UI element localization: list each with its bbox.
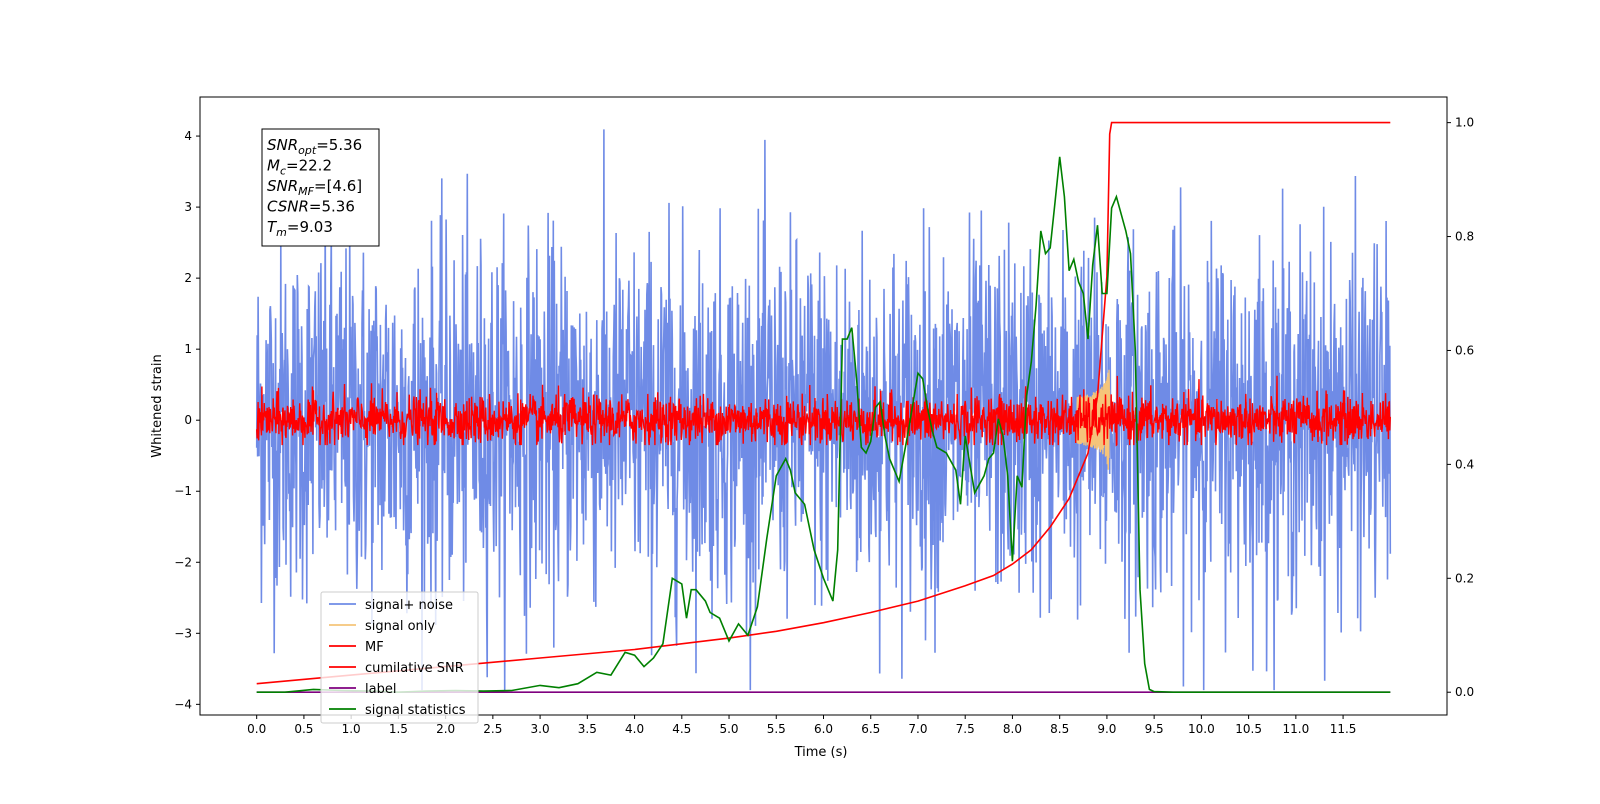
x-tick-label: 0.5 — [294, 722, 313, 736]
y2-tick-label: 0.6 — [1455, 343, 1474, 357]
y2-tick-label: 0.4 — [1455, 457, 1474, 471]
legend-label: signal only — [365, 619, 435, 634]
x-tick-label: 2.0 — [436, 722, 455, 736]
x-tick-label: 7.0 — [908, 722, 927, 736]
series-line — [256, 121, 1391, 685]
legend-label: label — [365, 682, 396, 697]
x-tick-label: 6.5 — [861, 722, 880, 736]
x-tick-label: 8.5 — [1050, 722, 1069, 736]
y-axis-left: 4 3 2 1 0 −1 −2 −3 −4 — [174, 129, 200, 711]
y-tick-label: 4 — [184, 129, 192, 143]
annotation-line: Mc=22.2 — [267, 157, 332, 178]
y-axis-right: 1.0 0.8 0.6 0.4 0.2 0.0 — [1447, 116, 1474, 699]
x-tick-label: 4.5 — [672, 722, 691, 736]
y-tick-label: 3 — [184, 200, 192, 214]
y2-tick-label: 0.2 — [1455, 571, 1474, 585]
legend-label: signal statistics — [365, 703, 466, 718]
y-tick-label: 1 — [184, 342, 192, 356]
x-tick-label: 6.0 — [814, 722, 833, 736]
y2-tick-label: 0.0 — [1455, 685, 1474, 699]
x-tick-label: 1.0 — [342, 722, 361, 736]
legend: signal+ noise signal only MF cumilative SNR… — [320, 591, 479, 724]
legend-label: MF — [365, 640, 384, 655]
y-tick-label: −2 — [174, 555, 192, 569]
x-tick-label: 10.5 — [1235, 722, 1262, 736]
x-tick-label: 4.0 — [625, 722, 644, 736]
x-tick-label: 5.0 — [719, 722, 738, 736]
legend-label: cumilative SNR — [365, 661, 464, 676]
annotation-frame — [261, 128, 380, 247]
x-tick-label: 7.5 — [956, 722, 975, 736]
series-line — [255, 129, 1392, 691]
annotation-line: SNRopt=5.36 — [267, 136, 362, 157]
legend-label: signal+ noise — [365, 598, 453, 613]
noise-layer — [255, 129, 1392, 691]
y-tick-label: −3 — [174, 626, 192, 640]
x-tick-label: 3.0 — [531, 722, 550, 736]
x-tick-label: 1.5 — [389, 722, 408, 736]
y2-tick-label: 1.0 — [1455, 116, 1474, 130]
annotation-line: Tm=9.03 — [267, 218, 333, 239]
x-tick-label: 0.0 — [247, 722, 266, 736]
x-tick-label: 9.0 — [1097, 722, 1116, 736]
x-tick-label: 2.5 — [483, 722, 502, 736]
x-axis-label: Time (s) — [794, 745, 848, 760]
x-tick-label: 8.0 — [1003, 722, 1022, 736]
x-tick-label: 10.0 — [1188, 722, 1215, 736]
series-line — [256, 156, 1391, 694]
x-tick-label: 9.5 — [1145, 722, 1164, 736]
x-tick-label: 11.0 — [1282, 722, 1309, 736]
series-line — [256, 375, 1391, 447]
y-tick-label: 0 — [184, 413, 192, 427]
x-tick-label: 11.5 — [1330, 722, 1357, 736]
legend-frame — [320, 591, 479, 724]
y-axis-label: Whitened strain — [150, 354, 165, 457]
y2-tick-label: 0.8 — [1455, 230, 1474, 244]
annotation-line: CSNR=5.36 — [267, 198, 355, 216]
x-tick-label: 3.5 — [578, 722, 597, 736]
x-axis: 0.0 0.5 1.0 1.5 2.0 2.5 3.0 3.5 4.0 4.5 5.0 5.5 6.0 6… — [247, 715, 1356, 736]
x-tick-label: 5.5 — [767, 722, 786, 736]
y-tick-label: 2 — [184, 271, 192, 285]
y-tick-label: −4 — [174, 697, 192, 711]
annotation-line: SNRMF=[4.6] — [267, 177, 362, 198]
y-tick-label: −1 — [174, 484, 192, 498]
